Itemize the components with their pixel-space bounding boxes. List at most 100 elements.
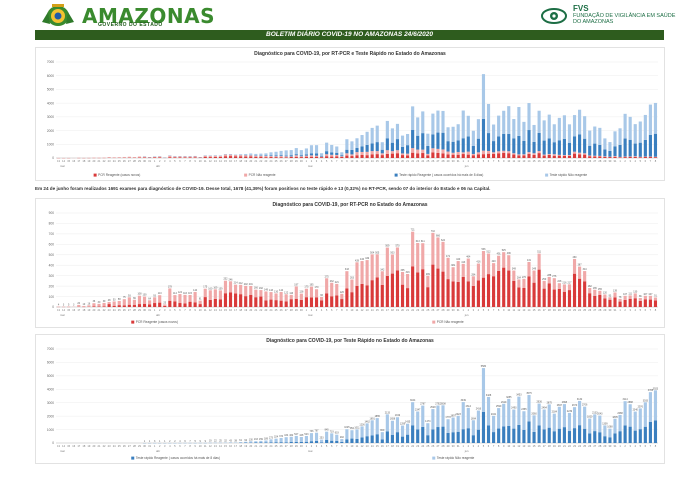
bar bbox=[426, 153, 430, 156]
data-label: 420 bbox=[492, 260, 497, 263]
data-label: 91 bbox=[654, 294, 657, 297]
bar bbox=[633, 156, 637, 157]
bar bbox=[578, 266, 582, 279]
bar bbox=[304, 441, 308, 443]
x-tick-label: 18 bbox=[239, 308, 242, 312]
bar bbox=[325, 142, 329, 152]
data-label: 2347 bbox=[415, 408, 421, 411]
bar bbox=[512, 153, 516, 155]
bar bbox=[203, 155, 207, 157]
bar bbox=[380, 153, 384, 156]
data-label: 496 bbox=[507, 252, 512, 255]
chart-title: Diagnóstico para COVID-19, por Teste Ráp… bbox=[266, 338, 434, 344]
bar bbox=[335, 154, 339, 157]
bar bbox=[345, 429, 349, 440]
x-tick-label: 15 bbox=[224, 159, 227, 163]
bar bbox=[481, 251, 486, 278]
bar bbox=[228, 292, 233, 307]
bar bbox=[421, 243, 425, 270]
bar bbox=[486, 133, 491, 151]
y-tick-label: 100 bbox=[49, 295, 55, 299]
x-tick-label: 26 bbox=[588, 308, 591, 312]
data-label: 6 bbox=[184, 440, 186, 443]
bar bbox=[638, 121, 642, 143]
bar bbox=[380, 284, 384, 307]
x-tick-label: 17 bbox=[234, 308, 237, 312]
bar bbox=[557, 283, 561, 289]
bar bbox=[643, 299, 647, 307]
bar bbox=[623, 138, 627, 157]
x-tick-label: 14 bbox=[62, 159, 65, 163]
data-label: 107 bbox=[648, 293, 653, 296]
bar bbox=[390, 434, 394, 443]
x-tick-label: 12 bbox=[361, 159, 364, 163]
bar bbox=[517, 424, 521, 443]
data-label: 107 bbox=[623, 293, 628, 296]
bar bbox=[603, 156, 607, 157]
bar bbox=[653, 297, 658, 301]
bar bbox=[638, 142, 642, 157]
x-tick-label: 25 bbox=[426, 159, 429, 163]
bar bbox=[183, 303, 187, 307]
x-tick-label: 22 bbox=[411, 444, 414, 448]
data-label: 523 bbox=[304, 433, 309, 436]
bar bbox=[355, 148, 359, 153]
data-label: 124 bbox=[178, 291, 183, 294]
bar bbox=[314, 153, 319, 156]
bar bbox=[456, 415, 460, 432]
bar bbox=[213, 298, 217, 307]
bar bbox=[567, 284, 572, 291]
bar bbox=[613, 292, 617, 298]
fvs-logo[interactable]: FVS FUNDAÇÃO DE VIGILÂNCIA EM SAÚDE DO A… bbox=[540, 4, 680, 28]
data-label: 3285 bbox=[506, 396, 512, 399]
bar bbox=[552, 278, 556, 290]
bar bbox=[320, 153, 324, 157]
bar bbox=[471, 155, 475, 158]
bar bbox=[416, 242, 420, 273]
data-label: 1474 bbox=[425, 420, 431, 423]
bar bbox=[340, 156, 344, 157]
x-tick-label: 21 bbox=[563, 159, 566, 163]
x-tick-label: 16 bbox=[229, 159, 232, 163]
bar bbox=[380, 155, 384, 158]
amazonas-logo[interactable]: AMAZONAS GOVERNO DO ESTADO bbox=[38, 2, 214, 28]
x-tick-label: 9 bbox=[346, 159, 348, 163]
bar bbox=[375, 434, 379, 443]
bar bbox=[218, 155, 222, 158]
bar bbox=[239, 156, 243, 158]
bar bbox=[648, 104, 652, 135]
bar bbox=[643, 426, 647, 443]
data-label: 2133 bbox=[385, 411, 391, 414]
data-label: 464 bbox=[466, 256, 471, 259]
x-tick-label: 7 bbox=[493, 159, 495, 163]
bar bbox=[365, 151, 369, 156]
bar bbox=[168, 157, 172, 158]
bar bbox=[279, 437, 283, 443]
data-label: 3 bbox=[73, 304, 75, 307]
bar bbox=[239, 294, 243, 307]
data-label: 130 bbox=[249, 438, 254, 441]
x-tick-label: 10 bbox=[199, 159, 202, 163]
x-tick-label: 19 bbox=[244, 159, 247, 163]
bar bbox=[375, 277, 379, 307]
bar bbox=[406, 155, 410, 158]
x-tick-label: 12 bbox=[517, 444, 520, 448]
bar bbox=[603, 436, 607, 443]
bar bbox=[547, 114, 551, 139]
bar bbox=[628, 295, 632, 299]
bar bbox=[638, 408, 642, 430]
x-tick-label: 6 bbox=[331, 159, 333, 163]
bar bbox=[335, 434, 339, 441]
bar bbox=[613, 156, 617, 158]
x-tick-label: 22 bbox=[259, 444, 262, 448]
bar bbox=[193, 156, 197, 158]
bar bbox=[497, 115, 501, 137]
data-label: 1299 bbox=[400, 423, 406, 426]
data-label: 159 bbox=[259, 438, 264, 441]
data-label: 175 bbox=[304, 286, 309, 289]
bar bbox=[517, 155, 521, 158]
bar bbox=[532, 415, 536, 432]
bar bbox=[355, 438, 359, 443]
month-label: mar bbox=[60, 449, 65, 453]
data-label: 162 bbox=[259, 287, 264, 290]
